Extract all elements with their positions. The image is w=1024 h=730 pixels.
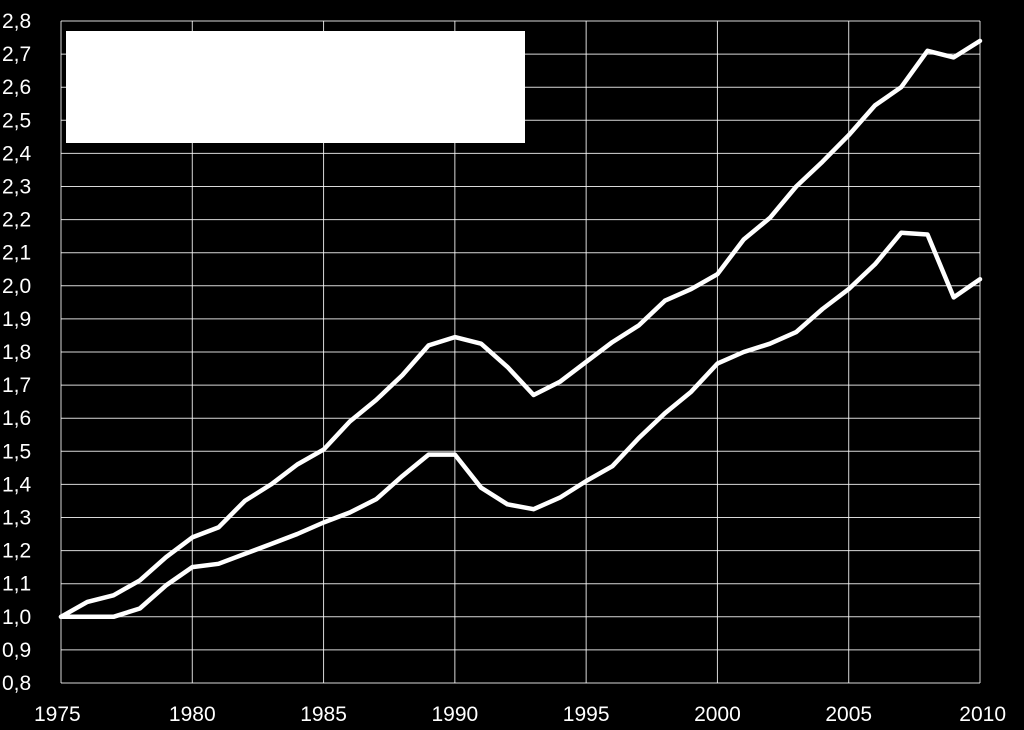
series-line-2 xyxy=(58,230,983,620)
y-tick-label: 1,1 xyxy=(2,573,31,596)
y-tick-label: 0,8 xyxy=(2,672,31,695)
x-tick-label: 1975 xyxy=(34,703,81,726)
x-axis-tick-labels: 1975 1980 1985 1990 1995 2000 2005 2010 xyxy=(34,703,1006,726)
y-tick-label: 2,1 xyxy=(2,242,31,265)
y-tick-label: 1,4 xyxy=(2,473,32,496)
y-tick-label: 1,5 xyxy=(2,440,31,463)
y-tick-label: 2,6 xyxy=(2,76,31,99)
y-tick-label: 1,0 xyxy=(2,606,31,629)
y-tick-label: 2,0 xyxy=(2,275,31,298)
x-tick-label: 1985 xyxy=(300,703,347,726)
y-tick-label: 2,8 xyxy=(2,10,31,33)
y-tick-label: 1,9 xyxy=(2,308,31,331)
y-tick-label: 1,8 xyxy=(2,341,31,364)
y-tick-label: 2,4 xyxy=(2,142,32,165)
y-tick-label: 2,2 xyxy=(2,209,31,232)
x-tick-label: 2000 xyxy=(694,703,741,726)
x-tick-label: 1990 xyxy=(431,703,478,726)
y-tick-label: 1,7 xyxy=(2,374,31,397)
series-line-1 xyxy=(58,38,983,620)
y-tick-label: 2,3 xyxy=(2,176,31,199)
series-lines xyxy=(58,38,983,620)
y-tick-label: 1,6 xyxy=(2,407,31,430)
y-tick-label: 1,2 xyxy=(2,540,31,563)
y-tick-label: 2,7 xyxy=(2,43,31,66)
legend-box xyxy=(66,31,525,143)
x-tick-label: 2010 xyxy=(959,703,1006,726)
x-tick-label: 2005 xyxy=(825,703,872,726)
x-tick-label: 1995 xyxy=(563,703,610,726)
y-tick-label: 0,9 xyxy=(2,639,31,662)
y-tick-label: 2,5 xyxy=(2,109,31,132)
y-axis-tick-labels: 0,8 0,9 1,0 1,1 1,2 1,3 1,4 1,5 1,6 1,7 1,8 1,9 2,0 2… xyxy=(2,10,32,695)
y-tick-label: 1,3 xyxy=(2,507,31,530)
x-tick-label: 1980 xyxy=(169,703,216,726)
gridlines xyxy=(60,20,981,684)
